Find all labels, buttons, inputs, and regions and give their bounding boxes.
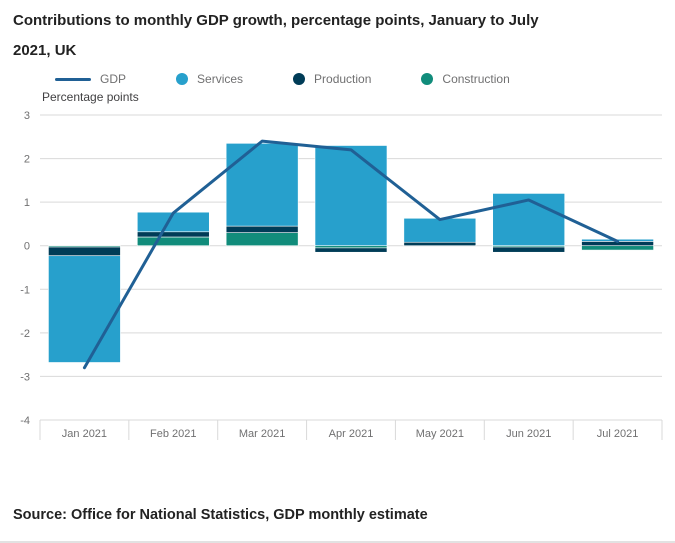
y-tick-label: 0 (24, 241, 30, 253)
legend-item-services[interactable]: Services (176, 72, 243, 86)
legend-label: Production (314, 72, 372, 86)
y-tick-label: 1 (24, 197, 30, 209)
x-tick-label: Feb 2021 (150, 428, 196, 440)
x-tick-label: Jun 2021 (506, 428, 551, 440)
x-tick-label: Mar 2021 (239, 428, 285, 440)
bar-services-may (403, 217, 477, 243)
y-axis-title: Percentage points (42, 90, 139, 104)
bar-production-jun (492, 246, 566, 253)
source-note: Source: Office for National Statistics, … (13, 507, 428, 523)
gdp-line (82, 139, 620, 370)
x-tick-label: Jul 2021 (597, 428, 639, 440)
chart-svg: 3 2 1 0 -1 -2 -3 -4 Jan 2021 Feb 2021 Mar 2021 Apr … (20, 110, 663, 440)
bar-production-mar (225, 225, 299, 233)
bar-production-jan (48, 246, 121, 257)
production-swatch-icon (293, 73, 306, 85)
chart-title: Contributions to monthly GDP growth, per… (13, 6, 653, 66)
chart-title-line-1: Contributions to monthly GDP growth, per… (13, 12, 539, 29)
legend-item-production[interactable]: Production (293, 72, 371, 86)
y-tick-label: -3 (20, 371, 30, 383)
bar-construction-feb (136, 236, 210, 247)
bar-services-jan (48, 255, 121, 363)
y-tick-label: -2 (20, 328, 30, 340)
bar-production-feb (136, 231, 210, 238)
legend-label: Construction (442, 72, 510, 86)
chart-legend: GDP Services Production Construction (55, 72, 510, 86)
bar-construction-apr (314, 245, 388, 249)
gdp-swatch-icon (55, 77, 91, 81)
x-tick-label: May 2021 (416, 428, 464, 440)
y-tick-label: 2 (24, 154, 30, 166)
bar-production-may (403, 241, 477, 247)
y-tick-label: -4 (20, 415, 30, 427)
legend-label: Services (197, 72, 244, 86)
bottom-divider (0, 541, 675, 543)
bar-construction-jul (581, 245, 654, 251)
x-tick-label: Apr 2021 (329, 428, 374, 440)
chart-title-line-2: 2021, UK (13, 42, 77, 59)
y-tick-label: -1 (20, 284, 30, 296)
legend-item-construction[interactable]: Construction (421, 72, 510, 86)
legend-label: GDP (100, 72, 127, 86)
legend-item-gdp[interactable]: GDP (55, 72, 126, 86)
bar-construction-mar (225, 232, 299, 247)
bar-services-apr (314, 145, 388, 247)
services-swatch-icon (176, 73, 189, 85)
bar-production-apr (314, 247, 388, 253)
bar-services-mar (225, 143, 299, 227)
construction-swatch-icon (421, 73, 434, 85)
x-tick-label: Jan 2021 (62, 428, 107, 440)
bar-services-jun (492, 193, 566, 247)
y-tick-label: 3 (24, 110, 30, 122)
